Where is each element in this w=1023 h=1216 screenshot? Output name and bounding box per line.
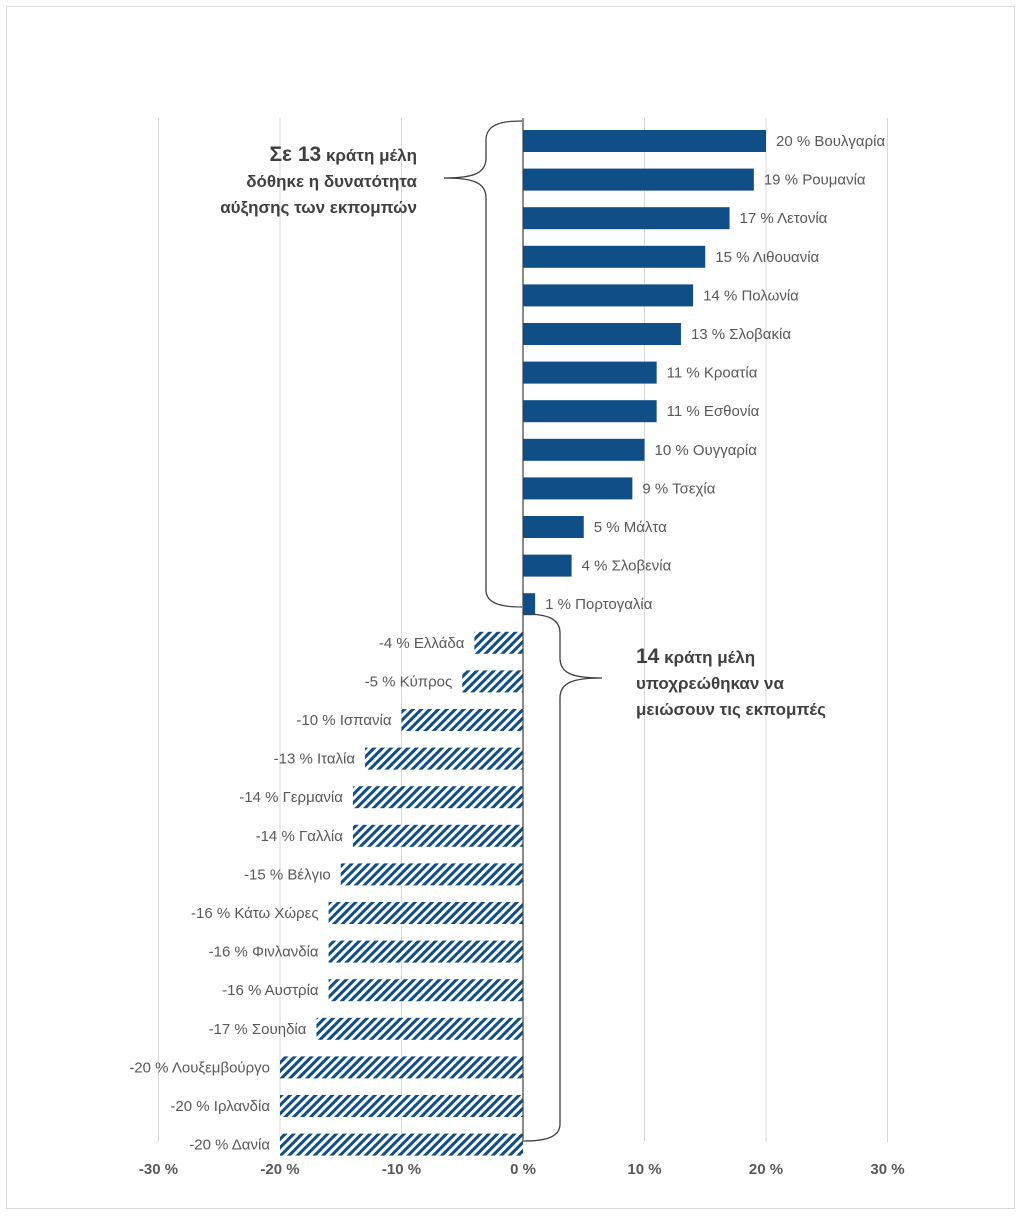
bar-label: 1 % Πορτογαλία — [545, 596, 653, 613]
increase-annotation-prefix: Σε — [269, 143, 298, 166]
bar — [523, 207, 730, 230]
bar-label: 15 % Λιθουανία — [715, 249, 819, 266]
bar — [352, 786, 523, 809]
x-tick-label: -10 % — [382, 1161, 421, 1178]
decrease-annotation-line-2: μειώσουν τις εκπομπές — [636, 700, 826, 719]
gridlines — [158, 118, 888, 1142]
bar-label: -15 % Βέλγιο — [244, 866, 331, 883]
lower-brace — [523, 613, 603, 1142]
increase-annotation: Σε 13 κράτη μέλη δόθηκε η δυνατότητα αύξ… — [120, 142, 417, 221]
bar-label: -10 % Ισπανία — [296, 712, 391, 729]
bar — [523, 245, 706, 268]
bar — [365, 747, 523, 770]
bar — [523, 168, 754, 191]
bar-label: -14 % Γαλλία — [256, 828, 344, 845]
bars — [280, 130, 766, 1156]
bar-label: -16 % Φινλανδία — [209, 944, 319, 961]
bar-label: 11 % Κροατία — [667, 365, 758, 382]
bar-label: -16 % Αυστρία — [222, 982, 319, 999]
increase-annotation-number: 13 — [297, 143, 322, 166]
bar — [280, 1095, 523, 1117]
bar — [523, 400, 657, 423]
increase-annotation-line-2: αύξησης των εκπομπών — [220, 198, 417, 217]
x-tick-label: 0 % — [510, 1161, 536, 1178]
x-tick-label: 30 % — [870, 1161, 904, 1178]
bar-label: -20 % Δανία — [189, 1137, 270, 1154]
bar — [523, 361, 657, 384]
bar — [523, 284, 694, 307]
decrease-annotation: 14 κράτη μέλη υποχρεώθηκαν να μειώσουν τ… — [636, 644, 956, 723]
bar-label: 4 % Σλοβενία — [582, 558, 672, 575]
increase-annotation-text: κράτη μέλη — [325, 146, 417, 165]
decrease-annotation-text: κράτη μέλη — [664, 648, 756, 667]
x-tick-label: -30 % — [139, 1161, 178, 1178]
bar-label: -16 % Κάτω Χώρες — [191, 905, 319, 922]
bar — [328, 902, 523, 924]
bar-label: 10 % Ουγγαρία — [655, 442, 758, 459]
bar-label: -17 % Σουηδία — [209, 1021, 307, 1038]
annotation-braces — [443, 120, 603, 1142]
bar — [401, 709, 523, 731]
bar-label: 11 % Εσθονία — [667, 403, 760, 420]
bar — [523, 516, 584, 538]
x-tick-label: 10 % — [627, 1161, 661, 1178]
bar — [316, 1017, 523, 1040]
bar — [523, 130, 766, 152]
x-tick-label: 20 % — [749, 1161, 783, 1178]
bar — [352, 824, 523, 847]
x-tick-labels: -30 % -20 % -10 % 0 % 10 % 20 % 30 % — [139, 1161, 905, 1178]
decrease-annotation-line-1: υποχρεώθηκαν να — [636, 674, 784, 693]
bar-label: -14 % Γερμανία — [239, 789, 343, 806]
bar — [523, 593, 536, 616]
bar — [523, 323, 681, 345]
bar — [462, 670, 523, 693]
bar-label: -13 % Ιταλία — [274, 751, 356, 768]
bar-labels: 20 % Βουλγαρία 19 % Ρουμανία 17 % Λετονία 1… — [129, 133, 885, 1154]
bar-label: 20 % Βουλγαρία — [776, 133, 885, 150]
bar — [523, 477, 633, 500]
bar — [328, 979, 523, 1002]
bar-label: -4 % Ελλάδα — [379, 635, 465, 652]
bar-label: -20 % Λουξεμβούργο — [129, 1059, 270, 1076]
bar-label: -20 % Ιρλανδία — [170, 1098, 270, 1115]
bar-label: 19 % Ρουμανία — [764, 172, 866, 189]
bar-label: 13 % Σλοβακία — [691, 326, 791, 343]
bar-label: 9 % Τσεχία — [642, 480, 715, 497]
bar — [280, 1133, 523, 1156]
bar-label: 5 % Μάλτα — [594, 519, 667, 536]
increase-annotation-title: Σε 13 κράτη μέλη — [120, 142, 417, 169]
x-tick-label: -20 % — [260, 1161, 299, 1178]
bar — [328, 940, 523, 963]
bar-label: 17 % Λετονία — [740, 210, 828, 227]
bar-label: -5 % Κύπρος — [365, 673, 453, 690]
upper-brace — [443, 120, 523, 608]
bar — [474, 631, 523, 654]
increase-annotation-line-1: δόθηκε η δυνατότητα — [246, 172, 417, 191]
chart-frame — [6, 6, 1015, 1209]
bar — [523, 438, 645, 461]
decrease-annotation-title: 14 κράτη μέλη — [636, 644, 956, 671]
bar-label: 14 % Πολωνία — [703, 287, 799, 304]
bar — [340, 863, 523, 886]
bar — [523, 554, 572, 577]
decrease-annotation-number: 14 — [636, 645, 660, 668]
bar — [280, 1056, 523, 1079]
